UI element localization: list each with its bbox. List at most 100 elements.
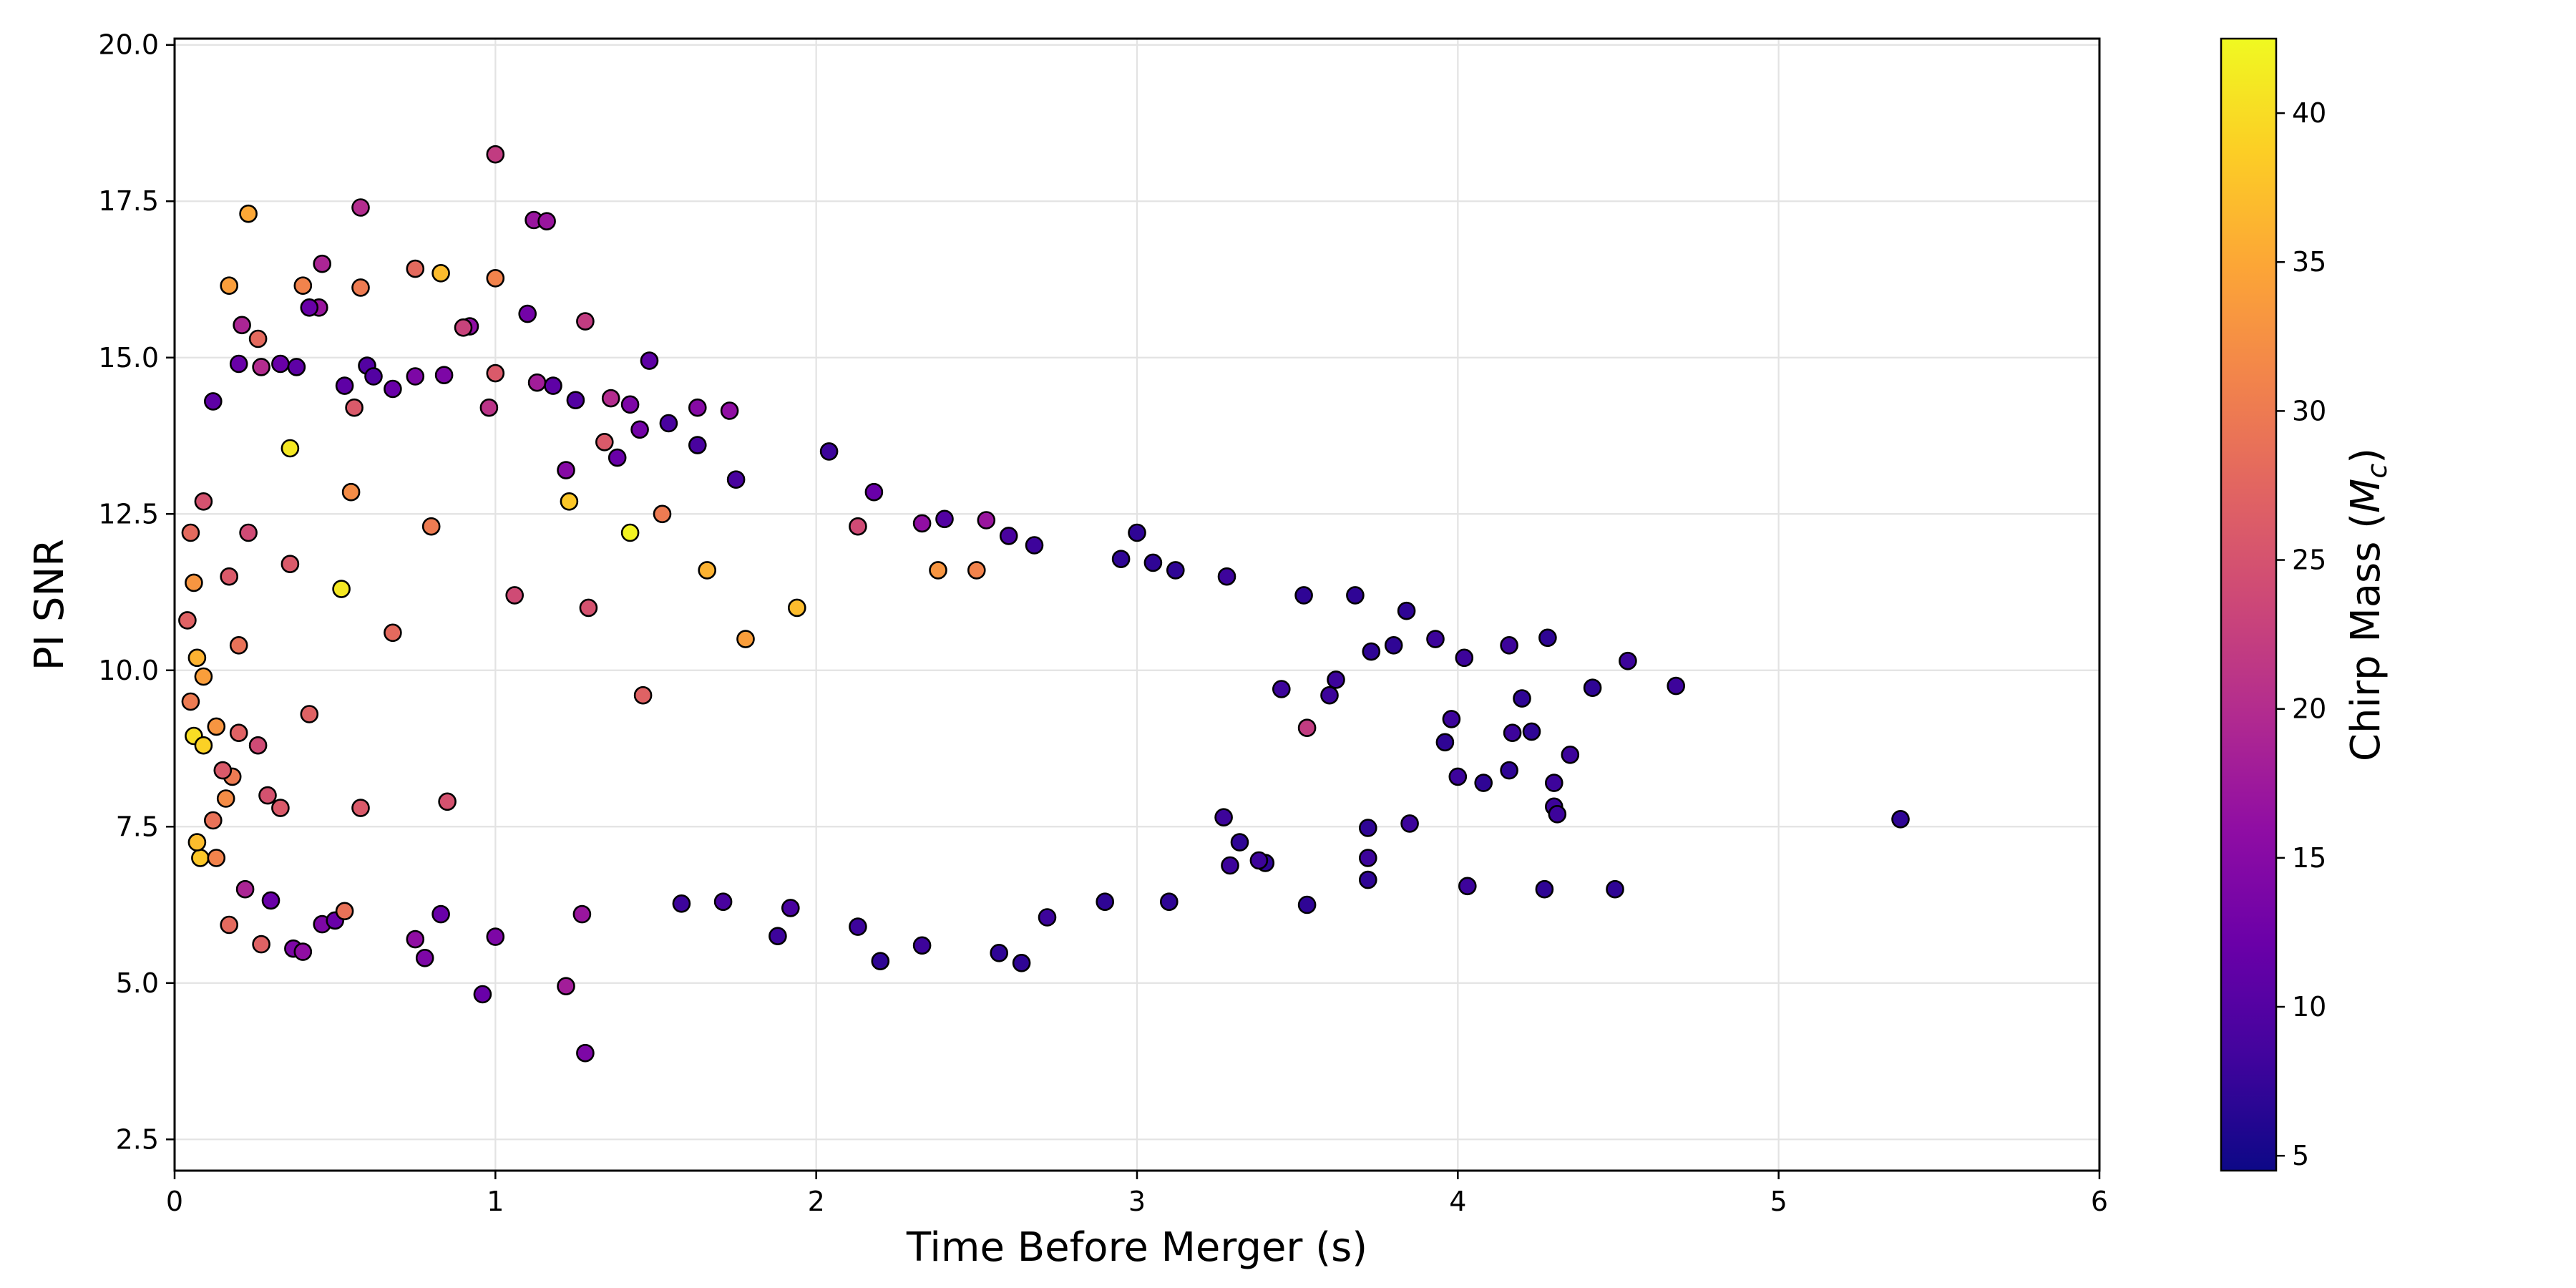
scatter-point bbox=[293, 942, 313, 961]
colorbar-tick-label: 20 bbox=[2292, 693, 2326, 725]
scatter-point bbox=[630, 420, 649, 439]
scatter-point bbox=[252, 935, 270, 954]
scatter-point bbox=[233, 316, 251, 335]
scatter-point bbox=[384, 623, 402, 643]
scatter-point bbox=[935, 509, 954, 529]
scatter-point bbox=[1221, 856, 1239, 875]
scatter-point bbox=[1503, 723, 1522, 742]
scatter-point bbox=[1143, 553, 1163, 572]
colorbar-tick-label: 5 bbox=[2292, 1140, 2309, 1171]
scatter-point bbox=[1217, 567, 1236, 586]
scatter-point bbox=[566, 391, 585, 410]
scatter-point bbox=[1548, 805, 1567, 824]
scatter-point bbox=[912, 936, 932, 955]
scatter-point bbox=[181, 692, 200, 711]
scatter-point bbox=[194, 667, 213, 686]
scatter-point bbox=[431, 263, 450, 283]
scatter-point bbox=[473, 985, 492, 1004]
scatter-point bbox=[178, 611, 197, 630]
scatter-point bbox=[929, 561, 947, 580]
scatter-point bbox=[287, 358, 306, 376]
colorbar-ticks: 5 10 15 20 25 30 35 40 bbox=[2276, 97, 2326, 1171]
scatter-point bbox=[191, 849, 210, 867]
scatter-point bbox=[608, 448, 627, 467]
x-axis-ticks: 0 1 2 3 4 5 6 bbox=[166, 1171, 2108, 1217]
scatter-point bbox=[1667, 676, 1685, 696]
y-tick-label: 15.0 bbox=[98, 342, 159, 374]
data-points bbox=[178, 145, 1910, 1063]
scatter-point bbox=[220, 915, 239, 935]
scatter-point bbox=[203, 392, 223, 411]
scatter-point bbox=[557, 461, 575, 479]
scatter-point bbox=[537, 212, 556, 231]
scatter-point bbox=[849, 917, 867, 936]
grid-lines bbox=[173, 39, 2101, 1171]
scatter-point bbox=[819, 442, 839, 461]
scatter-point bbox=[300, 298, 319, 317]
scatter-point bbox=[1362, 642, 1381, 661]
scatter-point bbox=[579, 598, 598, 618]
scatter-point bbox=[688, 398, 707, 417]
scatter-point bbox=[1160, 892, 1179, 911]
colorbar-tick-label: 25 bbox=[2292, 545, 2326, 576]
scatter-point bbox=[1025, 536, 1044, 555]
scatter-point bbox=[788, 598, 806, 618]
x-tick-label: 2 bbox=[808, 1186, 825, 1217]
scatter-point bbox=[990, 944, 1008, 962]
y-tick-label: 7.5 bbox=[116, 811, 159, 842]
scatter-point bbox=[1500, 635, 1518, 655]
scatter-point bbox=[849, 517, 867, 536]
scatter-point bbox=[280, 439, 300, 458]
scatter-point bbox=[1214, 808, 1233, 826]
colorbar-tick-label: 10 bbox=[2292, 991, 2326, 1023]
scatter-point bbox=[1230, 833, 1249, 852]
scatter-point bbox=[486, 927, 505, 946]
scatter-point bbox=[1435, 733, 1455, 752]
scatter-point bbox=[557, 977, 575, 995]
scatter-point bbox=[313, 254, 332, 273]
y-tick-label: 10.0 bbox=[98, 655, 159, 686]
scatter-point bbox=[720, 401, 739, 420]
scatter-point bbox=[415, 949, 434, 967]
scatter-point bbox=[239, 204, 258, 223]
scatter-point bbox=[544, 376, 562, 395]
scatter-point bbox=[572, 904, 592, 924]
scatter-point bbox=[341, 482, 361, 502]
scatter-point bbox=[207, 849, 226, 867]
scatter-point bbox=[1272, 680, 1291, 698]
x-axis-title: Time Before Merger (s) bbox=[906, 1224, 1367, 1271]
scatter-point bbox=[332, 580, 351, 598]
colorbar-title-sub: c bbox=[2361, 464, 2393, 479]
scatter-point bbox=[1513, 689, 1531, 708]
scatter-point bbox=[1500, 761, 1518, 780]
scatter-point bbox=[1455, 648, 1474, 668]
x-tick-label: 1 bbox=[487, 1186, 504, 1217]
scatter-point bbox=[1111, 550, 1131, 569]
scatter-point bbox=[1297, 718, 1317, 738]
scatter-point bbox=[1400, 814, 1419, 833]
scatter-point bbox=[527, 373, 547, 392]
colorbar-title-prefix: Chirp Mass ( bbox=[2343, 513, 2389, 761]
scatter-point bbox=[187, 648, 207, 668]
scatter-point bbox=[633, 686, 653, 705]
y-tick-label: 20.0 bbox=[98, 29, 159, 61]
scatter-point bbox=[406, 367, 425, 386]
colorbar-tick-label: 40 bbox=[2292, 97, 2326, 129]
x-tick-label: 4 bbox=[1449, 1186, 1466, 1217]
x-tick-label: 5 bbox=[1770, 1186, 1787, 1217]
scatter-point bbox=[384, 379, 402, 399]
scatter-point bbox=[1619, 651, 1637, 670]
x-tick-label: 0 bbox=[166, 1186, 183, 1217]
scatter-point bbox=[698, 561, 717, 580]
scatter-point bbox=[406, 930, 425, 949]
scatter-point bbox=[252, 358, 270, 376]
scatter-point bbox=[688, 436, 707, 454]
scatter-point bbox=[261, 891, 280, 910]
scatter-point bbox=[351, 278, 370, 297]
scatter-point bbox=[1346, 586, 1365, 605]
scatter-point bbox=[1359, 870, 1377, 889]
x-tick-label: 3 bbox=[1128, 1186, 1146, 1217]
y-tick-label: 12.5 bbox=[98, 498, 159, 530]
